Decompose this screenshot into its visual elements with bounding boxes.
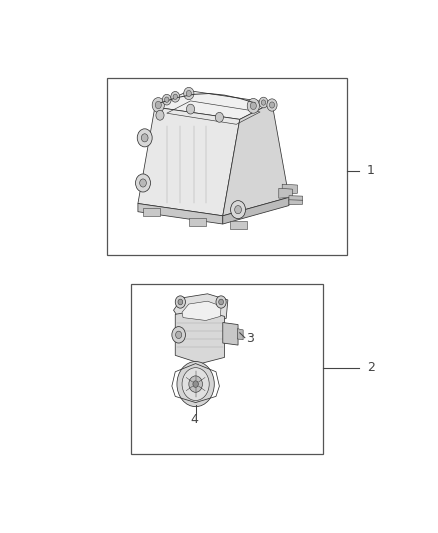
- Circle shape: [135, 174, 151, 192]
- Polygon shape: [237, 329, 243, 340]
- Circle shape: [235, 206, 241, 214]
- Polygon shape: [175, 310, 224, 364]
- Circle shape: [171, 92, 180, 102]
- Text: 2: 2: [367, 361, 375, 374]
- Polygon shape: [155, 91, 272, 119]
- Circle shape: [177, 361, 214, 407]
- Text: 3: 3: [246, 333, 254, 345]
- Circle shape: [187, 104, 194, 114]
- Polygon shape: [279, 188, 293, 198]
- Polygon shape: [282, 184, 297, 194]
- Text: 4: 4: [190, 413, 198, 426]
- Polygon shape: [223, 322, 238, 345]
- Bar: [107, 78, 346, 255]
- Circle shape: [141, 134, 148, 142]
- Polygon shape: [189, 218, 206, 226]
- Polygon shape: [138, 107, 240, 216]
- Circle shape: [172, 327, 185, 343]
- Circle shape: [173, 94, 177, 100]
- Circle shape: [247, 99, 259, 113]
- Polygon shape: [143, 207, 160, 216]
- Circle shape: [250, 102, 256, 109]
- Circle shape: [269, 102, 275, 108]
- Bar: [131, 284, 323, 454]
- Circle shape: [215, 112, 223, 122]
- Circle shape: [155, 101, 161, 109]
- Circle shape: [184, 87, 194, 100]
- Text: 1: 1: [367, 164, 375, 177]
- Circle shape: [259, 97, 268, 108]
- Circle shape: [261, 100, 266, 105]
- Polygon shape: [289, 200, 303, 205]
- Circle shape: [140, 179, 146, 187]
- Polygon shape: [223, 197, 289, 224]
- Polygon shape: [138, 204, 223, 224]
- Circle shape: [193, 381, 198, 387]
- Circle shape: [182, 368, 209, 400]
- Polygon shape: [173, 294, 228, 325]
- Circle shape: [156, 110, 164, 120]
- Circle shape: [216, 296, 226, 308]
- Circle shape: [152, 98, 164, 112]
- Polygon shape: [182, 301, 221, 320]
- Polygon shape: [289, 196, 303, 200]
- Circle shape: [219, 299, 223, 305]
- Circle shape: [165, 97, 169, 102]
- Circle shape: [230, 200, 246, 219]
- Circle shape: [186, 91, 191, 96]
- Circle shape: [162, 94, 171, 105]
- Polygon shape: [230, 221, 247, 229]
- Circle shape: [176, 331, 182, 338]
- Circle shape: [137, 129, 152, 147]
- Circle shape: [175, 296, 185, 308]
- Circle shape: [189, 376, 202, 392]
- Circle shape: [178, 299, 183, 305]
- Polygon shape: [223, 103, 289, 216]
- Circle shape: [267, 99, 277, 111]
